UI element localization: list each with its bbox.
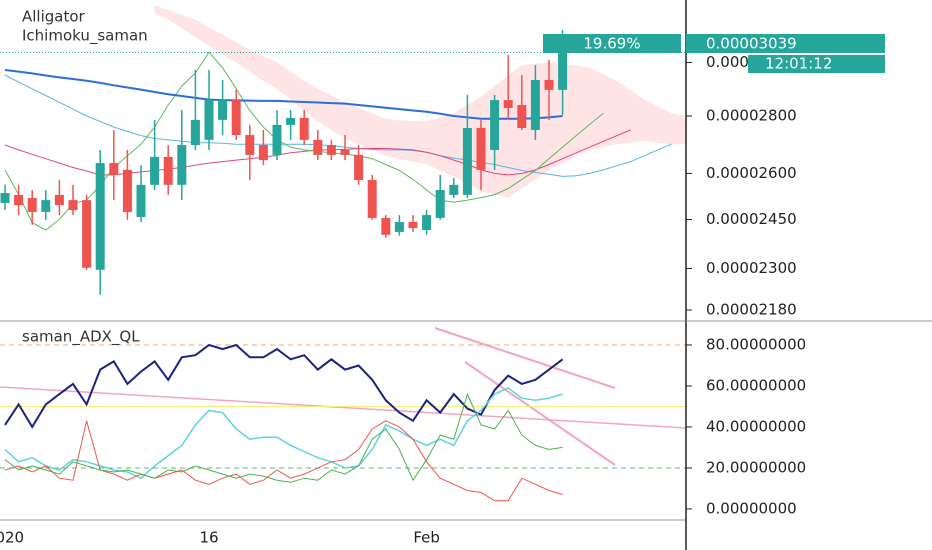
candle-body (367, 180, 377, 218)
candle-body (150, 156, 160, 185)
candle-body (286, 117, 296, 125)
candle-body (0, 193, 10, 203)
candle-body (41, 200, 51, 212)
y-tick-label: 60.00000000 (706, 376, 806, 394)
indicator-title: saman_ADX_QL (22, 328, 140, 347)
candle-body (530, 80, 540, 130)
candle-body (340, 149, 350, 155)
candle-body (476, 127, 486, 170)
indicator-line (4, 420, 563, 502)
candle-body (95, 163, 105, 270)
change-label: 19.69% (583, 35, 640, 53)
candle-body (313, 139, 323, 155)
candle-body (177, 145, 187, 185)
candle-body (299, 117, 309, 140)
candle-body (408, 222, 418, 229)
candle-body (272, 124, 282, 155)
trend-line (464, 361, 616, 466)
x-tick-label: Feb (413, 529, 440, 547)
candle-body (190, 119, 200, 146)
candle-body (544, 80, 554, 90)
candle-body (517, 104, 527, 128)
overlay-name: Alligator (22, 8, 86, 26)
x-tick-label: 2020 (0, 529, 24, 547)
countdown-box (748, 55, 885, 73)
indicator-line (4, 392, 563, 483)
y-tick-label: 0.00002600 (706, 164, 797, 182)
candle-body (490, 100, 500, 150)
candle-body (422, 215, 432, 230)
candle-body (163, 156, 173, 185)
candle-body (558, 52, 568, 90)
y-tick-label: 20.00000000 (706, 458, 806, 476)
candle-body (218, 100, 228, 120)
candle-body (136, 184, 146, 217)
candle-body (122, 169, 132, 212)
y-tick-label: 0.00002180 (706, 300, 797, 318)
candle-body (27, 197, 37, 212)
y-tick-label: 40.00000000 (706, 417, 806, 435)
countdown-label: 12:01:12 (765, 55, 832, 73)
candle-body (381, 217, 391, 235)
candle-body (326, 145, 336, 155)
candle-body (503, 100, 513, 109)
y-tick-label: 80.00000000 (706, 335, 806, 353)
candle-body (462, 127, 472, 195)
indicator-line (4, 387, 563, 480)
overlay-line (4, 69, 563, 120)
trend-line (0, 386, 686, 429)
overlay-name: Ichimoku_saman (22, 27, 148, 46)
axes: 0.00002180 0.00002300 0.00002450 0.00002600… (0, 53, 806, 546)
y-tick-label: 0.00002300 (706, 259, 797, 277)
indicator-pane (0, 327, 686, 502)
candle-body (394, 222, 404, 232)
price-pane (0, 5, 686, 295)
change-box (543, 34, 681, 53)
y-tick-label: 0.00002800 (706, 106, 797, 124)
candle-body (245, 135, 255, 155)
trend-line (434, 327, 616, 389)
last-price-label: 0.00003039 (706, 35, 797, 53)
candle-body (204, 100, 214, 140)
candle-body (14, 194, 24, 206)
overlay-line (4, 74, 672, 177)
y-tick-label: 0.00002450 (706, 210, 797, 228)
candle-body (258, 145, 268, 161)
candle-body (82, 200, 92, 268)
candle-body (231, 100, 241, 136)
candle-body (54, 194, 64, 206)
price-labels: 19.69% 0.00003039 12:01:12 (543, 34, 885, 73)
overlay-line (4, 51, 604, 231)
candle-body (68, 200, 78, 211)
indicator-line (4, 343, 564, 429)
price-box (686, 34, 885, 53)
cloud (154, 5, 686, 198)
y-tick-label: 0.00000000 (706, 499, 797, 517)
x-tick-label: 16 (199, 529, 218, 547)
candle-body (109, 163, 119, 175)
candle-body (435, 189, 445, 218)
candle-body (449, 184, 459, 195)
candle-body (354, 154, 364, 181)
